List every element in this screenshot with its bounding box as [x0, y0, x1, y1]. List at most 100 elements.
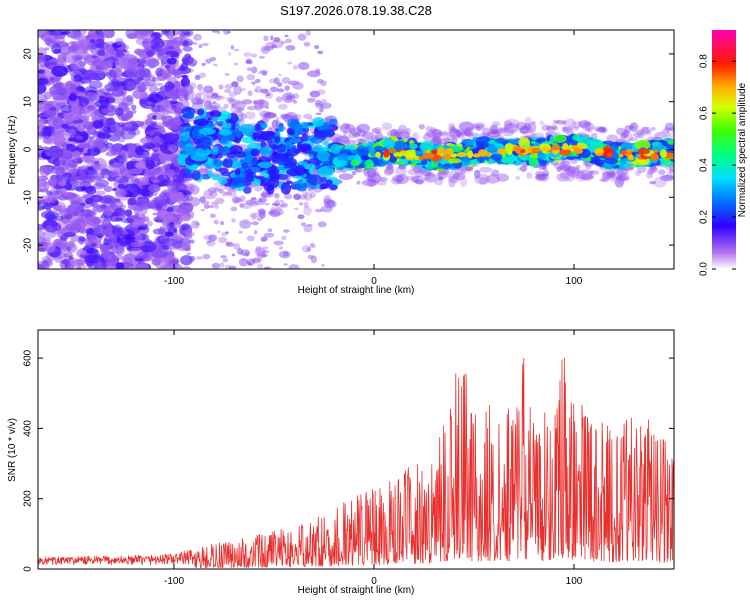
spectrogram-cell [408, 169, 417, 176]
spectrogram-cell [354, 127, 362, 135]
spectrogram-cell [110, 125, 117, 131]
spectrogram-cell [531, 121, 535, 124]
spectrogram-cell [180, 244, 189, 250]
spectrogram-cell [521, 166, 527, 172]
spectrogram-cell [552, 120, 560, 124]
spectrogram-cell [201, 63, 205, 66]
spectrogram-cell [170, 89, 179, 97]
spectrogram-cell [120, 218, 134, 223]
spectrogram-cell [147, 94, 163, 103]
spectrogram-cell [116, 190, 126, 196]
spectrogram-cell [118, 122, 125, 127]
spectrogram-cell [54, 191, 59, 195]
spectrogram-cell [653, 177, 666, 188]
spectrogram-cell [220, 262, 225, 268]
spectrogram-cell [152, 213, 158, 216]
spectrogram-cell [202, 43, 209, 46]
spectrogram-cell [586, 157, 591, 162]
spectrogram-cell [104, 83, 120, 91]
spectrogram-cell [245, 60, 252, 64]
spectrogram-cell [233, 101, 246, 110]
spectrogram-cell [646, 171, 653, 179]
spectrogram-cell [43, 109, 56, 117]
spectrogram-cell [589, 170, 594, 174]
spectrogram-cell [640, 127, 649, 136]
spectrogram-cell [384, 168, 394, 176]
spectrogram-cell [265, 131, 274, 136]
spectrogram-cell [141, 214, 145, 219]
spectrogram-cell [133, 85, 148, 91]
spectrogram-cell [37, 176, 48, 181]
spectrogram-cell [125, 257, 134, 264]
spectrogram-cell [418, 156, 425, 159]
spectrogram-cell [139, 167, 143, 171]
spectrogram-cell [140, 93, 150, 99]
spectrogram-cell [237, 248, 243, 255]
spectrogram-cell [191, 220, 200, 228]
spectrogram-cell [83, 153, 91, 156]
spectrogram-cell [199, 128, 216, 135]
spectrogram-cell [382, 122, 393, 130]
spectrogram-cell [125, 118, 129, 121]
spectrogram-cell [109, 235, 117, 242]
spectrogram-cell [247, 74, 255, 80]
spectrogram-cell [112, 212, 119, 216]
spectrogram-cell [361, 155, 369, 161]
spectrogram-cell [168, 239, 182, 250]
spectrogram-cell [185, 112, 195, 119]
spectrogram-cell [269, 79, 277, 84]
spectrogram-cell [501, 127, 514, 136]
spectrogram-cell [207, 102, 220, 108]
spectrogram-cell [231, 45, 234, 49]
spectrogram-cell [314, 45, 319, 49]
spectrogram-cell [269, 126, 273, 130]
spectrogram-cell [214, 187, 219, 191]
spectrogram-cell [156, 83, 163, 86]
spectrogram-cell [531, 141, 536, 144]
spectrogram-cell [207, 205, 214, 208]
spectrogram-cell [202, 146, 207, 151]
spectrogram-cell [195, 75, 201, 80]
spectrogram-cell [270, 87, 278, 92]
spectrogram-cell [321, 264, 324, 267]
spectrogram-cell [93, 139, 104, 147]
spectrogram-cell [651, 127, 656, 131]
spectrogram-cell [86, 228, 94, 235]
spectrogram-cell [312, 117, 324, 127]
spectrogram-cell [604, 158, 618, 164]
spectrogram-cell [326, 129, 334, 137]
spectrogram-cell [53, 158, 61, 167]
spectrogram-cell [212, 263, 221, 269]
spectrogram-cell [179, 65, 185, 71]
spectrogram-cell [234, 63, 238, 66]
spectrogram-cell [365, 159, 374, 167]
spectrogram-cell [55, 216, 64, 221]
spectrogram-cell [255, 246, 261, 252]
spectrogram-cell [62, 259, 71, 265]
spectrogram-cell [302, 245, 311, 252]
spectrogram-cell [71, 201, 80, 205]
spectrogram-cell [562, 143, 568, 150]
spectrogram-cell [285, 146, 293, 150]
spectrogram-cell [197, 109, 204, 116]
spectrogram-cell [254, 99, 268, 108]
spectrogram-cell [254, 201, 265, 206]
spectrogram-cell [42, 203, 52, 210]
spectrogram-cell [82, 194, 91, 199]
spectrogram-cell [250, 149, 259, 157]
spectrogram-cell [254, 179, 261, 186]
spectrogram-cell [153, 179, 160, 183]
spectrogram-cell [248, 90, 253, 96]
spectrogram-cell [203, 235, 213, 240]
spectrogram-cell [274, 37, 281, 42]
spectrogram-cell [165, 65, 170, 69]
spectrogram-cell [219, 168, 229, 174]
spectrogram-cell [163, 164, 170, 169]
spectrogram-cell [88, 106, 98, 118]
spectrogram-cell [306, 30, 311, 36]
spectrogram-cell [486, 174, 500, 184]
spectrogram-cell [220, 255, 227, 258]
spectrogram-cell [131, 226, 137, 231]
spectrogram-cell [180, 183, 193, 190]
spectrogram-cell [97, 261, 102, 266]
